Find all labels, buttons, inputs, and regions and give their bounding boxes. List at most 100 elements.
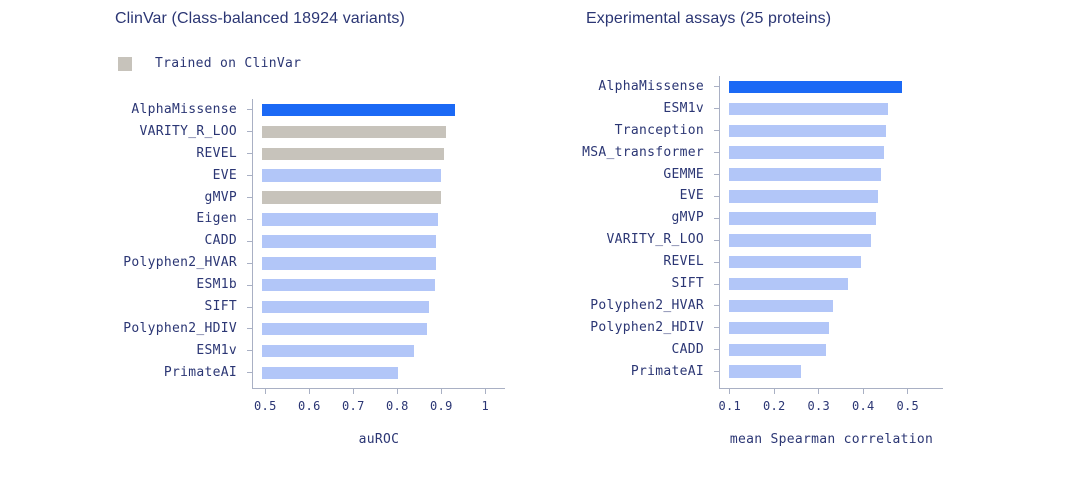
x-tick-0.4 (862, 388, 864, 394)
x-tick-0.5 (264, 388, 266, 394)
bar-polyphen2-hvar (728, 299, 834, 313)
category-label-revel: REVEL (196, 145, 237, 161)
y-tick-cadd (247, 240, 253, 242)
bar-varity-r-loo (728, 234, 872, 247)
x-tick-0.9 (440, 388, 442, 394)
x-tick-1 (484, 388, 486, 394)
bar-esm1v (262, 344, 414, 358)
x-tick-0.2 (773, 388, 775, 394)
category-label-polyphen2-hdiv: Polyphen2_HDIV (590, 319, 704, 335)
category-label-gemme: GEMME (663, 166, 704, 182)
bar-alphamissense (262, 103, 455, 117)
assays-plot-area: mean Spearman correlation AlphaMissense E… (582, 76, 943, 447)
bar-eve (262, 169, 441, 182)
category-label-polyphen2-hvar: Polyphen2_HVAR (123, 255, 237, 271)
y-tick-alphamissense (247, 109, 253, 111)
x-tick-label-0.5: 0.5 (254, 399, 277, 413)
category-label-polyphen2-hdiv: Polyphen2_HDIV (123, 320, 237, 336)
x-tick-label-0.5: 0.5 (896, 399, 920, 413)
bar-gmvp (728, 212, 876, 225)
bar-msa-transformer (728, 146, 884, 159)
bar-gmvp (262, 191, 441, 204)
category-label-alphamissense: AlphaMissense (598, 78, 704, 94)
y-tick-polyphen2-hvar (247, 262, 253, 264)
category-label-polyphen2-hvar: Polyphen2_HVAR (590, 297, 704, 313)
x-tick-label-0.6: 0.6 (298, 399, 321, 413)
x-tick-0.5 (907, 388, 909, 394)
y-tick-polyphen2-hdiv (247, 328, 253, 330)
x-axis-line (719, 388, 943, 389)
category-label-cadd: CADD (204, 233, 237, 249)
y-tick-esm1v (714, 108, 720, 110)
bar-revel (262, 147, 444, 160)
y-tick-gmvp (714, 217, 720, 219)
y-tick-revel (714, 261, 720, 263)
category-label-esm1v: ESM1v (196, 342, 237, 358)
y-tick-varity-r-loo (714, 239, 720, 241)
category-label-tranception: Tranception (614, 122, 704, 138)
category-label-primateai: PrimateAI (630, 363, 704, 379)
x-tick-0.1 (729, 388, 731, 394)
category-label-gmvp: gMVP (204, 189, 237, 205)
category-label-cadd: CADD (671, 341, 704, 357)
bar-eigen (262, 213, 438, 226)
y-tick-alphamissense (714, 86, 720, 88)
y-tick-primateai (247, 372, 253, 374)
y-tick-esm1b (247, 284, 253, 286)
bar-sift (728, 277, 849, 291)
y-tick-revel (247, 153, 253, 155)
category-label-gmvp: gMVP (671, 210, 704, 226)
x-tick-label-0.1: 0.1 (718, 399, 742, 413)
y-axis-line (719, 76, 720, 388)
y-tick-tranception (714, 130, 720, 132)
bar-gemme (728, 168, 881, 181)
category-label-eve: EVE (212, 167, 237, 183)
y-tick-sift (247, 306, 253, 308)
category-label-primateai: PrimateAI (163, 364, 237, 380)
bar-varity-r-loo (262, 125, 447, 139)
x-tick-label-0.8: 0.8 (386, 399, 409, 413)
y-tick-eve (247, 175, 253, 177)
x-tick-label-0.2: 0.2 (762, 399, 786, 413)
y-tick-sift (714, 283, 720, 285)
x-tick-0.6 (308, 388, 310, 394)
x-tick-0.7 (352, 388, 354, 394)
bar-tranception (728, 124, 886, 137)
x-axis-line (252, 388, 505, 389)
x-tick-label-0.4: 0.4 (851, 399, 875, 413)
y-tick-polyphen2-hdiv (714, 327, 720, 329)
bar-polyphen2-hdiv (728, 321, 829, 335)
assays-x-axis-title: mean Spearman correlation (729, 432, 934, 447)
y-tick-polyphen2-hvar (714, 305, 720, 307)
y-tick-eigen (247, 218, 253, 220)
y-tick-msa-transformer (714, 152, 720, 154)
x-tick-label-1: 1 (481, 399, 490, 413)
y-tick-eve (714, 195, 720, 197)
bar-esm1v (728, 102, 888, 116)
bar-eve (728, 190, 878, 203)
category-label-eve: EVE (679, 188, 704, 204)
y-tick-gmvp (247, 197, 253, 199)
bar-alphamissense (728, 80, 902, 94)
legend-swatch-trained-gray (118, 56, 132, 71)
category-label-varity-r-loo: VARITY_R_LOO (606, 232, 704, 248)
category-label-msa-transformer: MSA_transformer (582, 144, 704, 160)
bar-polyphen2-hdiv (262, 322, 428, 336)
assays-chart-title: Experimental assays (25 proteins) (586, 10, 832, 27)
x-tick-0.8 (396, 388, 398, 394)
x-tick-label-0.3: 0.3 (807, 399, 831, 413)
category-label-esm1b: ESM1b (196, 277, 237, 293)
clinvar-x-axis-title: auROC (358, 432, 400, 447)
trained-on-clinvar-legend: Trained on ClinVar (118, 56, 301, 71)
clinvar-chart-title: ClinVar (Class-balanced 18924 variants) (115, 10, 405, 27)
x-tick-0.3 (818, 388, 820, 394)
y-axis-line (252, 99, 253, 388)
y-tick-gemme (714, 174, 720, 176)
category-label-eigen: Eigen (196, 211, 237, 227)
y-tick-esm1v (247, 350, 253, 352)
bar-cadd (728, 343, 826, 356)
category-label-esm1v: ESM1v (663, 100, 704, 116)
bar-primateai (262, 366, 398, 379)
category-label-sift: SIFT (671, 276, 704, 292)
bar-polyphen2-hvar (262, 257, 437, 270)
